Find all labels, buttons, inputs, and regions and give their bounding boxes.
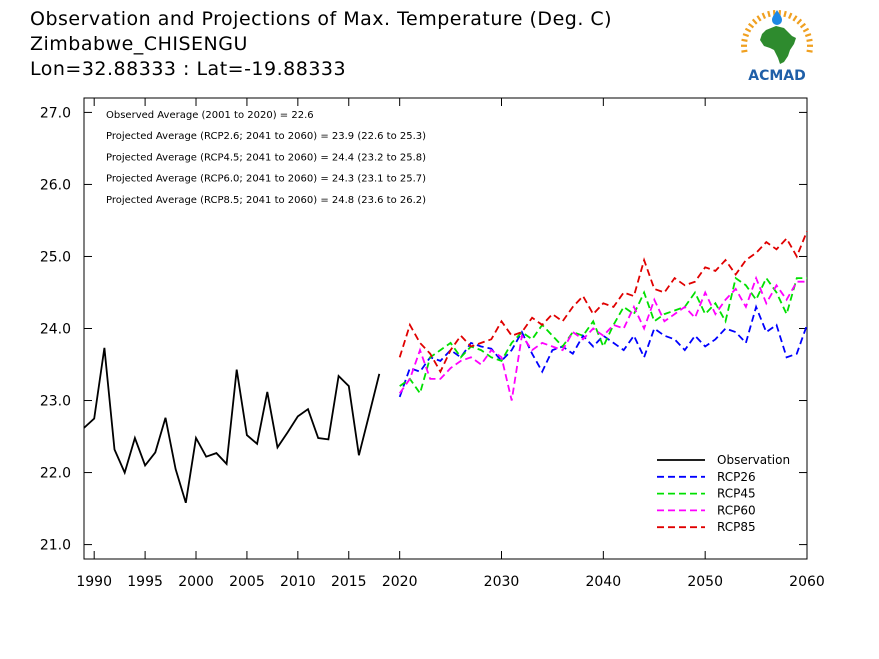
legend-label: Observation <box>717 453 790 467</box>
legend: Observation RCP26 RCP45 RCP60 RCP85 <box>657 453 790 534</box>
legend-label: RCP60 <box>717 503 756 517</box>
sun-ray <box>787 12 793 19</box>
x-tick-label: 2010 <box>280 574 316 590</box>
y-tick-label: 25.0 <box>40 249 71 265</box>
legend-label: RCP85 <box>717 520 756 534</box>
series-line-rcp60 <box>398 275 807 401</box>
sun-ray <box>761 12 767 19</box>
chart-title: Observation and Projections of Max. Temp… <box>30 8 613 30</box>
series-line-rcp45 <box>399 276 807 396</box>
africa-map-icon <box>760 26 796 64</box>
sun-ray <box>756 15 762 22</box>
y-tick-label: 24.0 <box>40 322 71 338</box>
x-tick-label: 1995 <box>127 574 163 590</box>
sun-ray <box>741 49 748 53</box>
legend-label: RCP26 <box>717 470 756 484</box>
annotation-line: Projected Average (RCP6.0; 2041 to 2060)… <box>106 174 426 185</box>
sun-ray <box>742 33 750 38</box>
acmad-logo-text: ACMAD <box>748 68 806 84</box>
y-tick-label: 26.0 <box>40 177 71 193</box>
station-coords: Lon=32.88333 : Lat=-19.88333 <box>30 58 347 80</box>
plot-frame <box>83 97 808 560</box>
x-tick-label: 2030 <box>484 574 520 590</box>
x-axis: 1990 1995 2000 2005 2010 2015 2020 2030 2040 2050… <box>76 98 825 590</box>
legend-label: RCP45 <box>717 487 756 501</box>
sun-ray <box>804 33 812 38</box>
y-tick-label: 23.0 <box>40 394 71 410</box>
annotation-line: Observed Average (2001 to 2020) = 22.6 <box>106 110 314 121</box>
sun-rays-icon <box>740 10 814 53</box>
sun-ray <box>802 27 810 33</box>
annotations: Observed Average (2001 to 2020) = 22.6 Pr… <box>106 110 426 206</box>
sun-ray <box>806 38 813 42</box>
series-line-rcp85 <box>398 230 808 374</box>
sun-ray <box>806 49 813 53</box>
y-tick-label: 22.0 <box>40 466 71 482</box>
sun-ray <box>741 38 748 42</box>
series-line-observation <box>83 347 381 504</box>
x-tick-label: 2050 <box>687 574 723 590</box>
x-tick-label: 2000 <box>178 574 214 590</box>
x-tick-label: 1990 <box>76 574 112 590</box>
sun-ray <box>751 18 758 25</box>
x-tick-label: 2060 <box>789 574 825 590</box>
y-tick-label: 21.0 <box>40 538 71 554</box>
sun-ray <box>796 18 803 25</box>
x-tick-label: 2040 <box>586 574 622 590</box>
series-layer <box>83 230 808 504</box>
acmad-logo: ACMAD <box>740 10 814 84</box>
sun-ray <box>744 27 752 33</box>
sun-ray <box>767 10 771 18</box>
annotation-line: Projected Average (RCP2.6; 2041 to 2060)… <box>106 131 426 142</box>
annotation-line: Projected Average (RCP4.5; 2041 to 2060)… <box>106 152 426 163</box>
x-tick-label: 2005 <box>229 574 265 590</box>
x-tick-label: 2015 <box>331 574 367 590</box>
sun-ray <box>799 22 806 29</box>
series-line-rcp26 <box>398 304 808 398</box>
annotation-line: Projected Average (RCP8.5; 2041 to 2060)… <box>106 195 426 206</box>
y-axis: 21.0 22.0 23.0 24.0 25.0 26.0 27.0 <box>40 105 807 554</box>
station-name: Zimbabwe_CHISENGU <box>30 33 248 55</box>
x-tick-label: 2020 <box>382 574 418 590</box>
y-tick-label: 27.0 <box>40 105 71 121</box>
sun-ray <box>783 10 787 18</box>
sun-ray <box>748 22 755 29</box>
sun-ray <box>792 15 798 22</box>
water-drop-icon <box>772 10 782 25</box>
